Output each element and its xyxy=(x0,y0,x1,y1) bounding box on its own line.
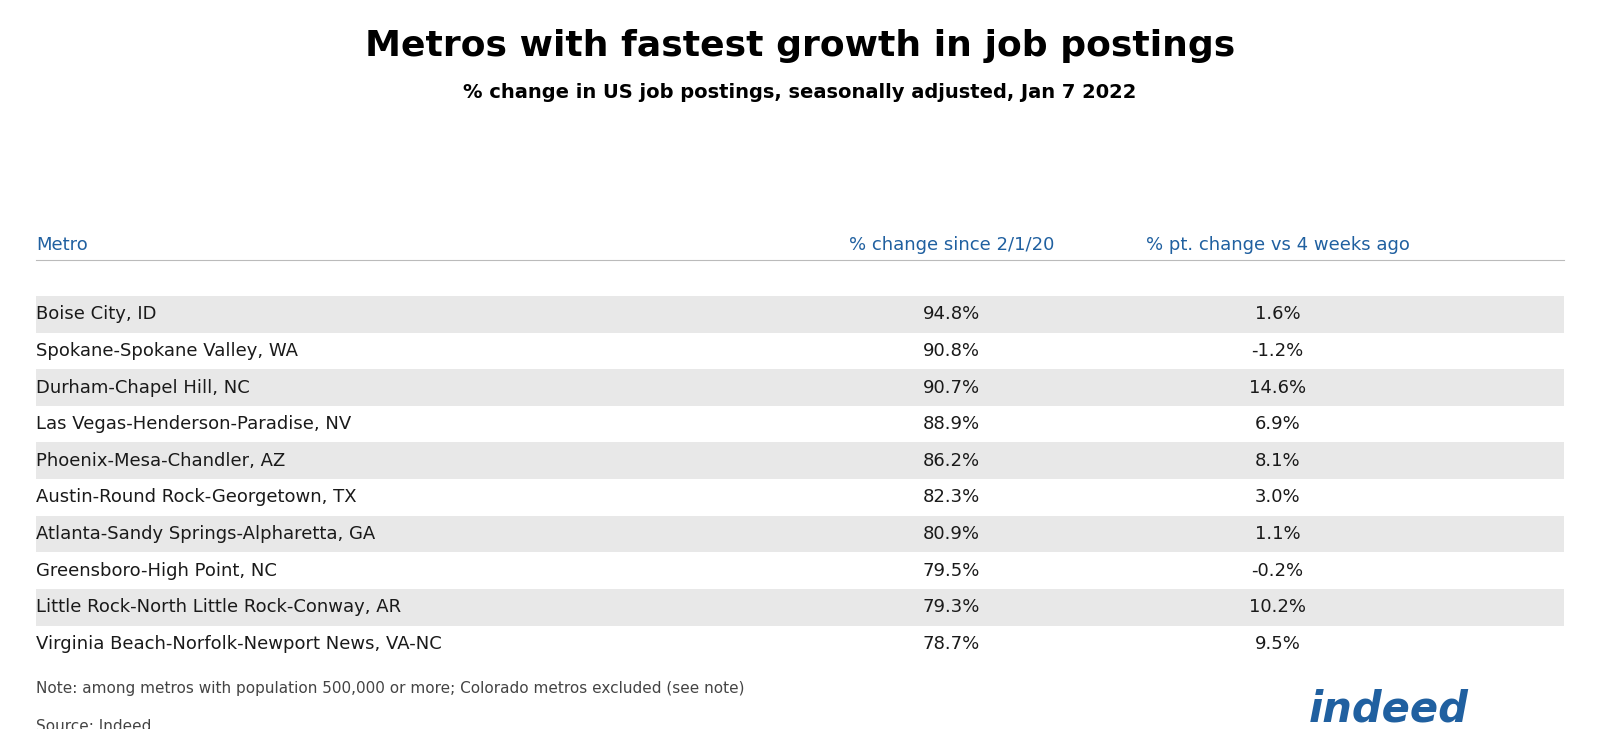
Text: % pt. change vs 4 weeks ago: % pt. change vs 4 weeks ago xyxy=(1146,235,1410,254)
Text: Durham-Chapel Hill, NC: Durham-Chapel Hill, NC xyxy=(35,378,250,397)
Text: 86.2%: 86.2% xyxy=(923,452,979,469)
Text: % change since 2/1/20: % change since 2/1/20 xyxy=(848,235,1054,254)
Text: Boise City, ID: Boise City, ID xyxy=(35,305,157,323)
FancyBboxPatch shape xyxy=(35,443,1565,479)
Text: Greensboro-High Point, NC: Greensboro-High Point, NC xyxy=(35,561,277,580)
Text: 90.8%: 90.8% xyxy=(923,342,979,360)
Text: Metros with fastest growth in job postings: Metros with fastest growth in job postin… xyxy=(365,29,1235,63)
Text: 10.2%: 10.2% xyxy=(1250,599,1306,616)
Text: 82.3%: 82.3% xyxy=(923,488,979,507)
Text: Spokane-Spokane Valley, WA: Spokane-Spokane Valley, WA xyxy=(35,342,298,360)
Text: 80.9%: 80.9% xyxy=(923,525,979,543)
Text: Metro: Metro xyxy=(35,235,88,254)
Text: Las Vegas-Henderson-Paradise, NV: Las Vegas-Henderson-Paradise, NV xyxy=(35,415,352,433)
Text: Austin-Round Rock-Georgetown, TX: Austin-Round Rock-Georgetown, TX xyxy=(35,488,357,507)
Text: 78.7%: 78.7% xyxy=(923,635,979,653)
Text: 94.8%: 94.8% xyxy=(923,305,979,323)
FancyBboxPatch shape xyxy=(35,589,1565,625)
Text: 1.1%: 1.1% xyxy=(1254,525,1301,543)
FancyBboxPatch shape xyxy=(35,296,1565,332)
Text: 9.5%: 9.5% xyxy=(1254,635,1301,653)
Text: 90.7%: 90.7% xyxy=(923,378,979,397)
Text: Phoenix-Mesa-Chandler, AZ: Phoenix-Mesa-Chandler, AZ xyxy=(35,452,285,469)
Text: 79.3%: 79.3% xyxy=(923,599,979,616)
Text: indeed: indeed xyxy=(1309,689,1469,729)
Text: % change in US job postings, seasonally adjusted, Jan 7 2022: % change in US job postings, seasonally … xyxy=(464,83,1136,102)
Text: 79.5%: 79.5% xyxy=(923,561,979,580)
Text: Note: among metros with population 500,000 or more; Colorado metros excluded (se: Note: among metros with population 500,0… xyxy=(35,681,744,696)
FancyBboxPatch shape xyxy=(35,369,1565,406)
Text: Little Rock-North Little Rock-Conway, AR: Little Rock-North Little Rock-Conway, AR xyxy=(35,599,402,616)
Text: 14.6%: 14.6% xyxy=(1250,378,1306,397)
Text: Atlanta-Sandy Springs-Alpharetta, GA: Atlanta-Sandy Springs-Alpharetta, GA xyxy=(35,525,376,543)
Text: 3.0%: 3.0% xyxy=(1254,488,1301,507)
Text: 6.9%: 6.9% xyxy=(1254,415,1301,433)
Text: Source: Indeed: Source: Indeed xyxy=(35,719,152,729)
Text: -1.2%: -1.2% xyxy=(1251,342,1304,360)
Text: 8.1%: 8.1% xyxy=(1254,452,1301,469)
FancyBboxPatch shape xyxy=(35,515,1565,553)
Text: -0.2%: -0.2% xyxy=(1251,561,1304,580)
Text: 88.9%: 88.9% xyxy=(923,415,979,433)
Text: Virginia Beach-Norfolk-Newport News, VA-NC: Virginia Beach-Norfolk-Newport News, VA-… xyxy=(35,635,442,653)
Text: 1.6%: 1.6% xyxy=(1254,305,1301,323)
